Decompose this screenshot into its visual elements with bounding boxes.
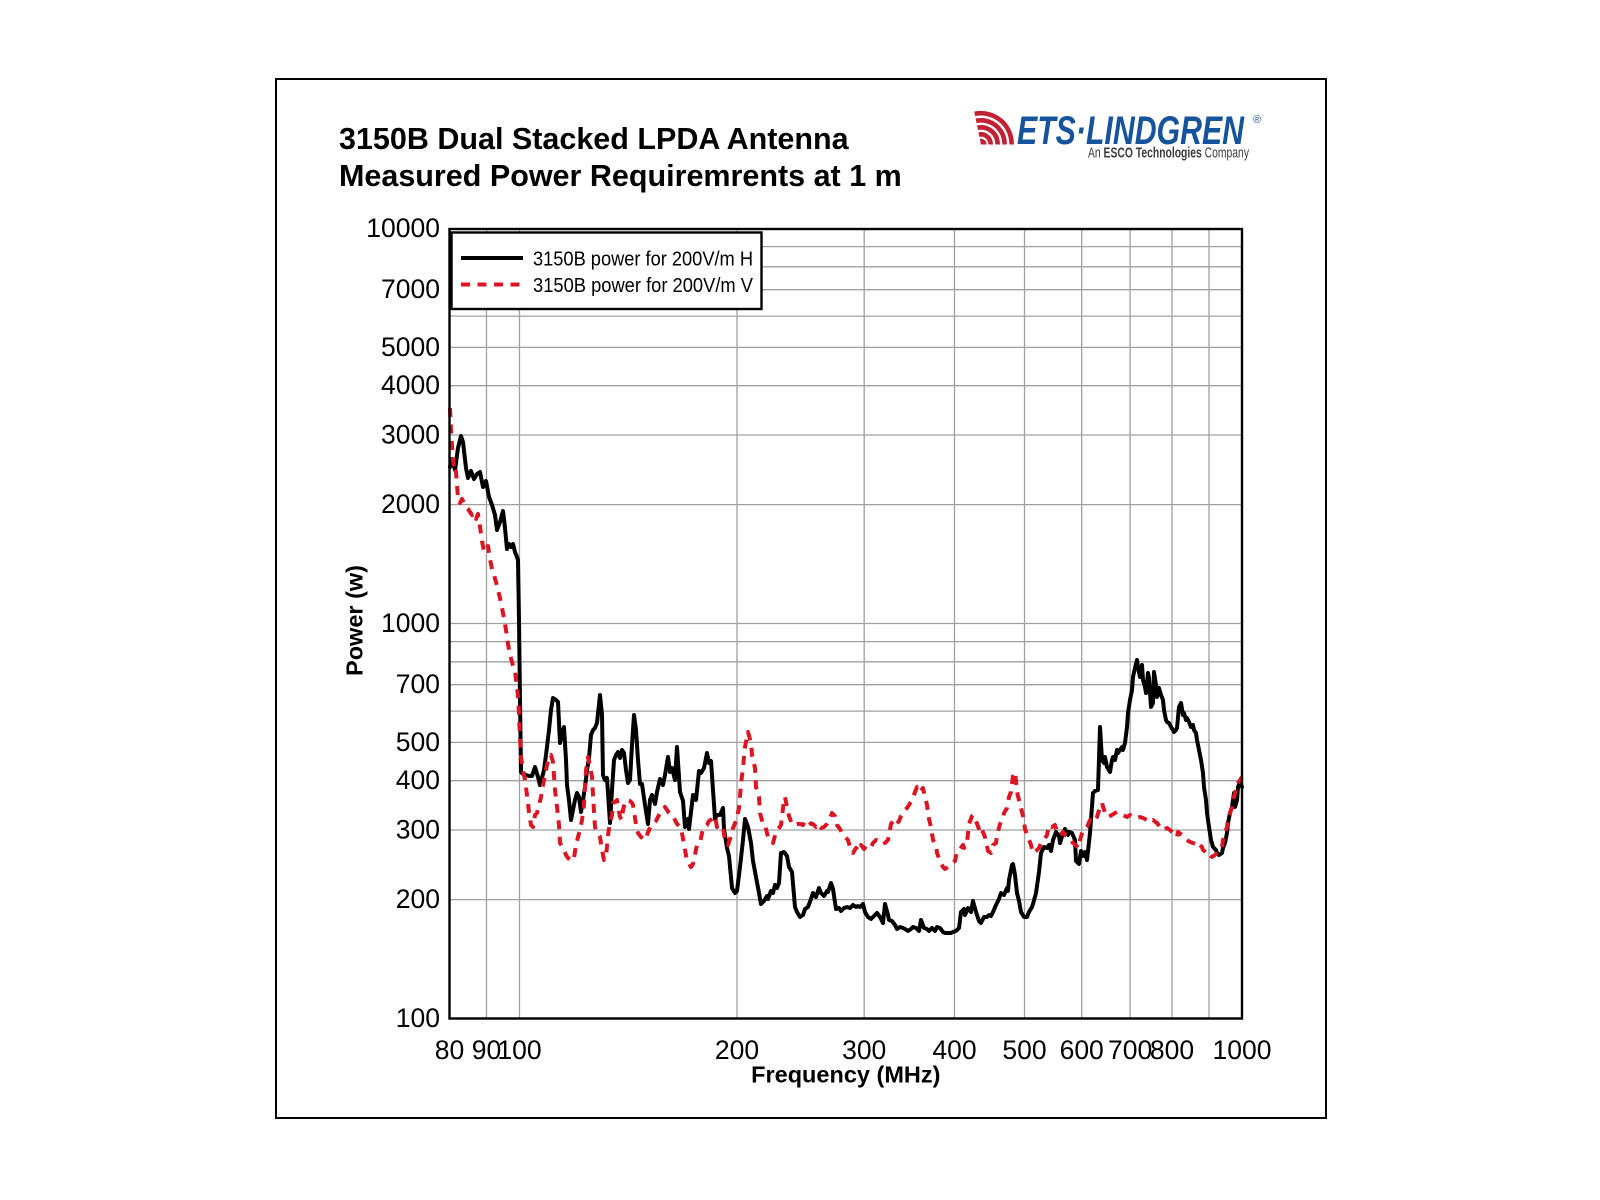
- svg-text:500: 500: [1002, 1035, 1046, 1065]
- svg-text:1000: 1000: [381, 608, 440, 638]
- svg-text:100: 100: [396, 1003, 440, 1033]
- svg-text:300: 300: [396, 815, 440, 845]
- svg-text:700: 700: [396, 669, 440, 699]
- svg-text:3150B power for 200V/m V: 3150B power for 200V/m V: [533, 275, 754, 297]
- svg-text:An ESCO Technologies Company: An ESCO Technologies Company: [1088, 145, 1249, 162]
- svg-text:7000: 7000: [381, 274, 440, 304]
- svg-text:400: 400: [932, 1035, 976, 1065]
- svg-text:100: 100: [497, 1035, 541, 1065]
- svg-text:Power (w): Power (w): [342, 565, 368, 676]
- svg-text:5000: 5000: [381, 332, 440, 362]
- svg-text:200: 200: [715, 1035, 759, 1065]
- svg-text:3000: 3000: [381, 420, 440, 450]
- svg-text:ETS·LINDGREN: ETS·LINDGREN: [1017, 109, 1245, 153]
- svg-text:4000: 4000: [381, 370, 440, 400]
- svg-text:500: 500: [396, 727, 440, 757]
- svg-text:600: 600: [1060, 1035, 1104, 1065]
- svg-text:400: 400: [396, 765, 440, 795]
- svg-text:90: 90: [472, 1035, 501, 1065]
- svg-text:3150B Dual Stacked LPDA Antenn: 3150B Dual Stacked LPDA Antenna: [339, 122, 850, 156]
- svg-text:®: ®: [1253, 114, 1261, 126]
- svg-text:Measured Power Requiremrents a: Measured Power Requiremrents at 1 m: [339, 159, 902, 193]
- svg-text:80: 80: [435, 1035, 464, 1065]
- svg-text:300: 300: [842, 1035, 886, 1065]
- svg-text:Frequency (MHz): Frequency (MHz): [751, 1062, 940, 1088]
- svg-text:1000: 1000: [1213, 1035, 1272, 1065]
- svg-text:2000: 2000: [381, 489, 440, 519]
- svg-text:3150B power for 200V/m H: 3150B power for 200V/m H: [533, 249, 753, 271]
- svg-text:800: 800: [1150, 1035, 1194, 1065]
- svg-text:200: 200: [396, 884, 440, 914]
- svg-text:10000: 10000: [366, 213, 440, 243]
- svg-text:700: 700: [1108, 1035, 1152, 1065]
